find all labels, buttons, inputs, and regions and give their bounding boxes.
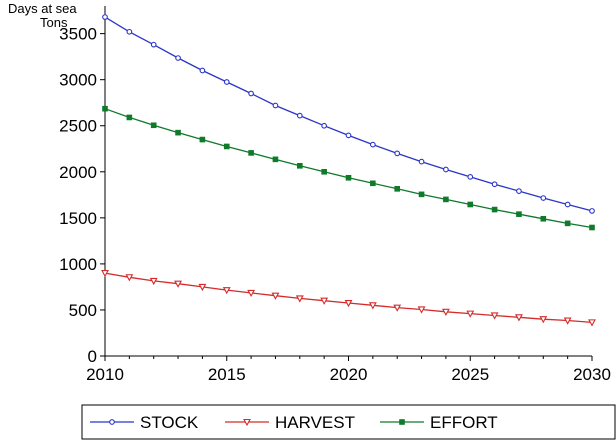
data-point-harvest [441, 308, 450, 316]
data-point-harvest [320, 297, 329, 305]
data-point-stock [564, 201, 571, 208]
data-point-effort [150, 122, 157, 129]
data-point-effort [443, 196, 449, 203]
data-point-stock [589, 208, 595, 214]
y-unit-label-days: Days at sea [8, 1, 77, 16]
data-point-stock [394, 150, 401, 157]
y-tick-label: 3500 [59, 25, 97, 44]
data-point-harvest [393, 304, 402, 312]
data-point-harvest [344, 299, 353, 308]
data-point-stock [467, 174, 474, 180]
data-point-stock [199, 67, 206, 74]
data-point-effort [345, 174, 352, 181]
legend-label-stock: STOCK [140, 413, 199, 432]
data-point-harvest [271, 292, 280, 300]
data-point-effort [418, 191, 425, 198]
data-point-effort [370, 180, 376, 187]
legend-label-harvest: HARVEST [275, 413, 355, 432]
y-tick-label: 3000 [59, 71, 97, 90]
data-point-harvest [101, 270, 109, 278]
legend-marker-stock [109, 419, 115, 425]
legend-marker-effort [399, 419, 405, 425]
y-tick-label: 2000 [59, 163, 97, 182]
data-point-harvest [515, 314, 523, 322]
data-point-stock [175, 55, 181, 61]
data-point-effort [272, 156, 279, 163]
data-point-effort [199, 136, 206, 143]
data-point-stock [126, 28, 133, 35]
data-point-effort [102, 105, 108, 112]
data-point-harvest [417, 306, 426, 314]
data-point-effort [296, 163, 303, 169]
data-point-harvest [563, 317, 572, 325]
x-tick-label: 2015 [208, 365, 246, 384]
data-point-effort [540, 215, 547, 222]
data-point-effort [126, 114, 133, 121]
data-point-effort [248, 150, 254, 156]
data-point-harvest [295, 295, 304, 303]
data-point-stock [102, 14, 108, 20]
data-point-effort [516, 211, 522, 217]
data-point-effort [321, 168, 327, 175]
data-point-harvest [174, 280, 182, 288]
data-point-harvest [222, 287, 231, 295]
data-point-stock [223, 79, 230, 85]
data-point-harvest [368, 302, 377, 310]
data-point-stock [150, 41, 157, 48]
legend-marker-harvest [243, 418, 251, 427]
y-tick-label: 500 [69, 301, 97, 320]
data-point-harvest [198, 283, 207, 292]
data-point-effort [564, 220, 571, 227]
data-point-stock [296, 112, 303, 119]
data-point-stock [272, 102, 279, 109]
data-point-stock [540, 195, 547, 201]
series-line-stock [104, 16, 593, 212]
y-tick-label: 2500 [59, 117, 97, 136]
y-tick-label: 1000 [59, 255, 97, 274]
data-point-effort [223, 143, 230, 150]
data-point-stock [516, 188, 522, 194]
data-point-stock [248, 90, 254, 97]
series-lines [104, 16, 593, 324]
legend: STOCK HARVEST EFFORT [81, 404, 616, 440]
y-unit-label-tons: Tons [40, 15, 68, 30]
data-point-harvest [466, 310, 475, 318]
data-point-harvest [539, 316, 548, 324]
data-point-harvest [247, 289, 256, 298]
x-tick-label: 2020 [330, 365, 368, 384]
data-point-effort [491, 206, 498, 213]
data-point-effort [394, 186, 401, 192]
x-tick-label: 2010 [86, 365, 124, 384]
y-tick-label: 1500 [59, 209, 97, 228]
data-point-stock [321, 122, 328, 129]
data-point-effort [589, 224, 595, 231]
data-point-harvest [588, 319, 596, 327]
axes: 0 500 1000 1500 2000 2500 3000 3500 2010 2015 2020… [59, 6, 611, 384]
data-point-stock [345, 132, 352, 139]
legend-box [81, 404, 616, 440]
series-line-effort [104, 108, 593, 229]
x-tick-label: 2025 [451, 365, 489, 384]
data-point-stock [491, 181, 498, 188]
data-point-effort [175, 129, 181, 136]
x-tick-label: 2030 [573, 365, 611, 384]
data-point-effort [467, 201, 474, 208]
data-point-stock [443, 166, 449, 173]
data-point-harvest [149, 277, 158, 286]
legend-label-effort: EFFORT [430, 413, 498, 432]
data-point-stock [418, 158, 425, 165]
data-point-stock [370, 141, 376, 148]
series-markers [101, 14, 596, 327]
data-point-harvest [490, 312, 499, 320]
data-point-harvest [125, 274, 134, 282]
y-tick-label: 0 [88, 347, 97, 366]
